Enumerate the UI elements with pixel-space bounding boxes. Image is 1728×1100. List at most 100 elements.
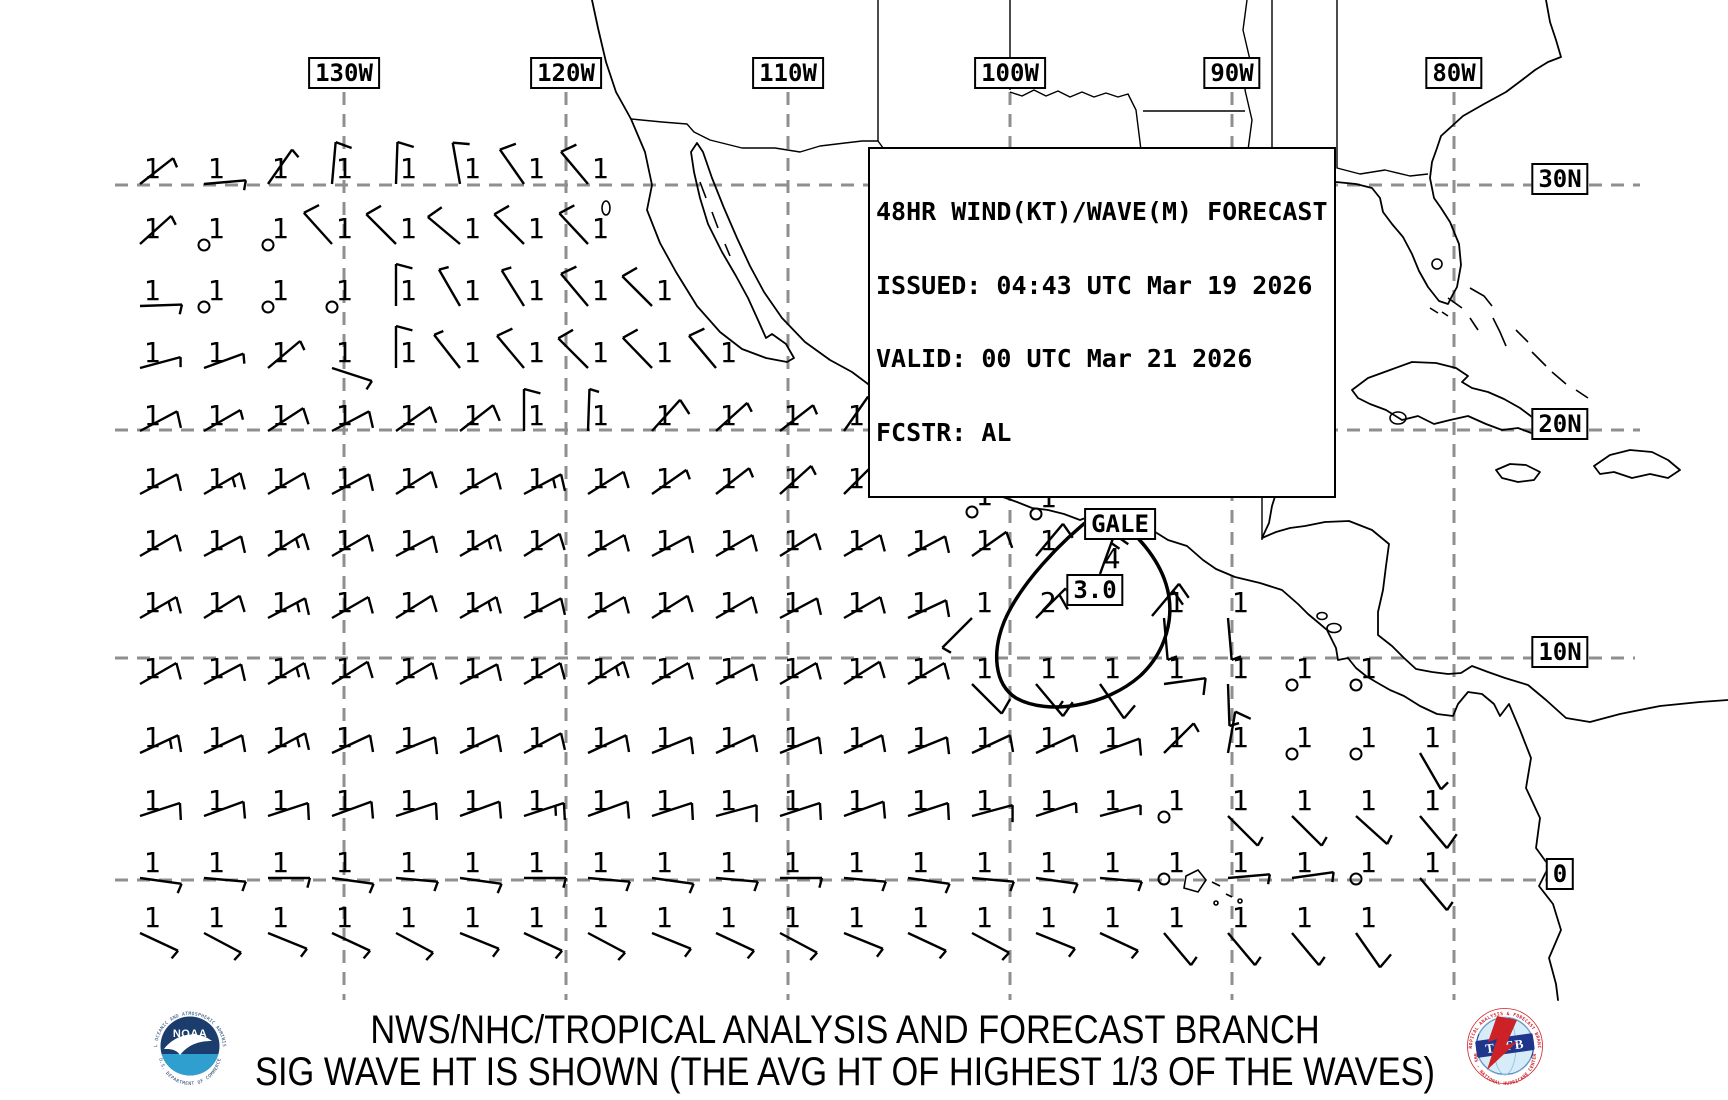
wind-barb-staff xyxy=(715,663,754,686)
wind-barb-staff xyxy=(523,661,561,686)
wind-barb-station: 1 xyxy=(203,586,246,620)
wave-height-value: 1 xyxy=(656,901,673,934)
wind-barb-tick xyxy=(496,735,503,753)
wind-barb-tick xyxy=(238,595,246,613)
wind-barb-station: 1 xyxy=(522,387,544,432)
wind-barb-tick xyxy=(240,735,247,753)
wind-barb-tick xyxy=(430,471,438,489)
wind-barb-station: 1 xyxy=(459,524,502,558)
wind-barb-station: 1 xyxy=(779,524,822,558)
wind-barb-station: 1 xyxy=(651,721,695,755)
coastline-pacific xyxy=(591,0,1562,1001)
lon-label-120W: 120W xyxy=(530,57,602,89)
wave-height-value: 1 xyxy=(912,652,929,685)
wind-barb-staff xyxy=(971,530,1008,557)
wind-barb-staff xyxy=(587,595,625,620)
wind-barb-tick xyxy=(810,465,817,476)
wind-barb-staff xyxy=(779,597,818,620)
wind-barb-tick xyxy=(559,733,567,751)
wind-barb-tick xyxy=(554,805,558,816)
info-line-product: 48HR WIND(KT)/WAVE(M) FORECAST xyxy=(876,197,1328,226)
wind-barb-station: 1 xyxy=(1163,901,1198,966)
wind-barb-station: 1 xyxy=(843,586,886,620)
wind-barb-tick xyxy=(1074,802,1078,814)
wave-height-value: 1 xyxy=(1168,846,1185,879)
wave-height-value: 1 xyxy=(848,784,865,817)
wind-barb-tick xyxy=(558,533,566,551)
wind-barb-tick xyxy=(176,735,183,753)
wave-height-value: 1 xyxy=(592,901,609,934)
wind-barb-staff xyxy=(1163,722,1195,754)
wind-barb-tick xyxy=(242,353,246,364)
wind-barb-staff xyxy=(139,410,178,433)
wind-barb-station: 1 xyxy=(261,274,288,314)
wind-barb-staff xyxy=(621,336,653,369)
wind-barb-tick xyxy=(621,266,638,278)
wind-barb-staff xyxy=(267,148,294,185)
wind-barb-staff xyxy=(203,876,246,883)
wind-barb-staff xyxy=(715,876,758,883)
wind-barb-station: 1 xyxy=(1227,784,1264,847)
wind-barb-station: 1 xyxy=(715,901,755,960)
wave-height-value: 1 xyxy=(848,586,865,619)
wind-barb-station: 1 xyxy=(1226,710,1252,754)
wave-height-value: 1 xyxy=(144,586,161,619)
wave-height-value: 1 xyxy=(592,399,609,432)
wave-height-value: 1 xyxy=(400,652,417,685)
footer-wave-note: SIG WAVE HT IS SHOWN (THE AVG HT OF HIGH… xyxy=(255,1050,1435,1094)
wind-barb-tick xyxy=(1379,953,1392,969)
wind-barb-tick xyxy=(626,801,631,819)
wind-barb-tick xyxy=(685,469,691,480)
wind-barb-station: 1 xyxy=(267,399,310,433)
wind-barb-station: 1 xyxy=(523,524,566,558)
wave-height-value: 1 xyxy=(400,784,417,817)
wave-height-value: 1 xyxy=(400,336,417,369)
wind-barb-station: 1 xyxy=(331,784,375,819)
wind-barb-staff xyxy=(907,736,948,755)
lake-okeechobee xyxy=(1431,258,1443,270)
wind-barb-tick xyxy=(1062,701,1074,717)
wind-barb-tick xyxy=(1056,700,1064,710)
wave-height-value: 1 xyxy=(784,652,801,685)
wave-height-value: 1 xyxy=(528,784,545,817)
wind-barb-tick xyxy=(559,598,567,616)
wave-height-value: 1 xyxy=(656,652,673,685)
wind-barb-staff xyxy=(493,213,525,245)
wind-barb-staff xyxy=(437,269,462,307)
wind-barb-staff xyxy=(688,335,717,369)
wind-barb-station: 1 xyxy=(907,901,947,960)
wind-barb-staff xyxy=(523,801,565,818)
wind-barb-staff xyxy=(560,273,589,307)
wave-height-value: 1 xyxy=(528,152,545,185)
florida-keys xyxy=(1429,307,1449,317)
wind-barb-staff xyxy=(139,157,174,185)
wind-barb-staff xyxy=(395,736,436,755)
wind-barb-staff xyxy=(1099,931,1139,952)
wave-height-value: 1 xyxy=(976,846,993,879)
wind-barb-staff xyxy=(907,801,949,818)
wave-height-value: 1 xyxy=(144,336,161,369)
wave-height-value: 1 xyxy=(1296,901,1313,934)
wave-height-value: 1 xyxy=(336,901,353,934)
wave-height-value: 1 xyxy=(144,524,161,557)
wind-barb-tick xyxy=(881,881,887,892)
wave-height-value: 1 xyxy=(336,846,353,879)
wind-barb-tick xyxy=(1320,836,1328,847)
wind-barb-staff xyxy=(331,410,370,433)
wind-barb-tick xyxy=(171,157,179,168)
wind-barb-tick xyxy=(493,204,510,216)
wave-height-value: 1 xyxy=(528,336,545,369)
wind-barb-station: 1 xyxy=(523,462,567,496)
wave-height-value: 1 xyxy=(592,212,609,245)
wind-barb-station: 1 xyxy=(907,784,951,821)
wind-barb-station: 1 xyxy=(197,212,224,252)
wind-barb-tick xyxy=(1190,956,1198,966)
wave-height-value: 1 xyxy=(592,524,609,557)
wind-barb-station: 1 xyxy=(971,524,1014,557)
wave-height-value: 1 xyxy=(1360,846,1377,879)
wind-barb-tick xyxy=(1058,594,1069,610)
wind-barb-station: 1 xyxy=(331,721,375,755)
wind-barb-tick xyxy=(878,661,886,679)
wind-barb-tick xyxy=(752,735,759,753)
wind-barb-station: 1 xyxy=(971,652,1012,715)
